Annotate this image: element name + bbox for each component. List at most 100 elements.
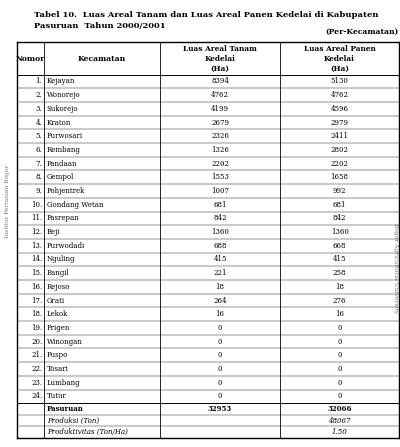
Text: 2.: 2. bbox=[36, 91, 42, 99]
Text: 258: 258 bbox=[333, 269, 346, 277]
Text: 2979: 2979 bbox=[330, 118, 348, 127]
Text: Luas Areal Panen: Luas Areal Panen bbox=[304, 45, 376, 53]
Text: 4762: 4762 bbox=[330, 91, 348, 99]
Text: Tutur: Tutur bbox=[47, 392, 67, 401]
Text: 0: 0 bbox=[337, 379, 342, 387]
Text: 415: 415 bbox=[333, 255, 346, 263]
Text: 8394: 8394 bbox=[211, 77, 229, 85]
Text: Kraton: Kraton bbox=[47, 118, 71, 127]
Text: 15.: 15. bbox=[31, 269, 42, 277]
Text: 0: 0 bbox=[218, 324, 222, 332]
Text: 48067: 48067 bbox=[328, 417, 351, 425]
Text: 23.: 23. bbox=[31, 379, 42, 387]
Text: 10.: 10. bbox=[31, 201, 42, 209]
Text: 842: 842 bbox=[333, 215, 346, 223]
Text: 0: 0 bbox=[337, 392, 342, 401]
Text: 1.: 1. bbox=[36, 77, 42, 85]
Text: 1007: 1007 bbox=[211, 187, 229, 195]
Text: Purwodadi: Purwodadi bbox=[47, 242, 85, 250]
Text: Sukorejo: Sukorejo bbox=[47, 105, 78, 113]
Text: Lekok: Lekok bbox=[47, 310, 68, 318]
Text: (Ha): (Ha) bbox=[330, 64, 349, 72]
Text: Beji: Beji bbox=[47, 228, 60, 236]
Text: 24.: 24. bbox=[31, 392, 42, 401]
Text: 4.: 4. bbox=[36, 118, 42, 127]
Text: 4762: 4762 bbox=[211, 91, 229, 99]
Text: 2202: 2202 bbox=[330, 160, 348, 168]
Text: Lumbang: Lumbang bbox=[47, 379, 80, 387]
Text: 415: 415 bbox=[213, 255, 227, 263]
Text: 18: 18 bbox=[335, 283, 344, 291]
Text: 32066: 32066 bbox=[327, 405, 352, 413]
Text: 11.: 11. bbox=[31, 215, 42, 223]
Text: 0: 0 bbox=[337, 324, 342, 332]
Text: Institut Pertanian Bogor: Institut Pertanian Bogor bbox=[5, 164, 10, 238]
Text: 5.: 5. bbox=[36, 132, 42, 140]
Text: 1658: 1658 bbox=[330, 173, 348, 181]
Text: 1360: 1360 bbox=[211, 228, 229, 236]
Text: Rejoso: Rejoso bbox=[47, 283, 70, 291]
Text: 18.: 18. bbox=[31, 310, 42, 318]
Text: 2802: 2802 bbox=[330, 146, 348, 154]
Text: 22.: 22. bbox=[31, 365, 42, 373]
Text: Kecamatan: Kecamatan bbox=[78, 55, 126, 63]
Text: Pasrepan: Pasrepan bbox=[47, 215, 80, 223]
Text: Prigen: Prigen bbox=[47, 324, 70, 332]
Text: Puspo: Puspo bbox=[47, 351, 68, 359]
Text: 20.: 20. bbox=[31, 337, 42, 346]
Text: Gempol: Gempol bbox=[47, 173, 74, 181]
Text: 7.: 7. bbox=[36, 160, 42, 168]
Text: 264: 264 bbox=[213, 296, 227, 304]
Text: 4199: 4199 bbox=[211, 105, 229, 113]
Text: Kejayan: Kejayan bbox=[47, 77, 75, 85]
Text: 13.: 13. bbox=[31, 242, 42, 250]
Text: 14.: 14. bbox=[31, 255, 42, 263]
Text: 1360: 1360 bbox=[331, 228, 348, 236]
Text: Pandaan: Pandaan bbox=[47, 160, 77, 168]
Text: 2679: 2679 bbox=[211, 118, 229, 127]
Text: 1553: 1553 bbox=[211, 173, 229, 181]
Text: Nguling: Nguling bbox=[47, 255, 75, 263]
Text: Rembang: Rembang bbox=[47, 146, 81, 154]
Text: 0: 0 bbox=[218, 392, 222, 401]
Text: 17.: 17. bbox=[31, 296, 42, 304]
Text: 0: 0 bbox=[337, 365, 342, 373]
Text: 276: 276 bbox=[333, 296, 346, 304]
Text: Bogor Agricultural University: Bogor Agricultural University bbox=[393, 223, 398, 313]
Text: 0: 0 bbox=[218, 351, 222, 359]
Text: Grati: Grati bbox=[47, 296, 65, 304]
Text: 3.: 3. bbox=[36, 105, 42, 113]
Text: Nomor: Nomor bbox=[16, 55, 45, 63]
Text: 4596: 4596 bbox=[330, 105, 348, 113]
Text: 0: 0 bbox=[218, 337, 222, 346]
Text: 0: 0 bbox=[337, 351, 342, 359]
Text: 0: 0 bbox=[337, 337, 342, 346]
Text: 16: 16 bbox=[335, 310, 344, 318]
Text: 1326: 1326 bbox=[211, 146, 229, 154]
Text: 18: 18 bbox=[216, 283, 224, 291]
Text: 9.: 9. bbox=[36, 187, 42, 195]
Text: 681: 681 bbox=[333, 201, 346, 209]
Text: Tosari: Tosari bbox=[47, 365, 69, 373]
Text: 2326: 2326 bbox=[211, 132, 229, 140]
Text: Winongan: Winongan bbox=[47, 337, 83, 346]
Text: Bangil: Bangil bbox=[47, 269, 70, 277]
Text: Luas Areal Tanam: Luas Areal Tanam bbox=[183, 45, 257, 53]
Text: 681: 681 bbox=[213, 201, 227, 209]
Text: 16.: 16. bbox=[31, 283, 42, 291]
Text: 6.: 6. bbox=[36, 146, 42, 154]
Text: 5130: 5130 bbox=[331, 77, 348, 85]
Text: 2411: 2411 bbox=[330, 132, 348, 140]
Text: Gondang Wetan: Gondang Wetan bbox=[47, 201, 103, 209]
Text: Pohjentrek: Pohjentrek bbox=[47, 187, 85, 195]
Text: 688: 688 bbox=[213, 242, 227, 250]
Text: Pasuruan: Pasuruan bbox=[47, 405, 84, 413]
Text: 668: 668 bbox=[333, 242, 346, 250]
Text: 16: 16 bbox=[216, 310, 224, 318]
Text: 12.: 12. bbox=[31, 228, 42, 236]
Text: Produktivitas (Ton/Ha): Produktivitas (Ton/Ha) bbox=[47, 428, 128, 436]
Text: Kedelai: Kedelai bbox=[324, 55, 355, 63]
Text: 1.50: 1.50 bbox=[332, 428, 348, 436]
Text: (Per-Kecamatan): (Per-Kecamatan) bbox=[325, 28, 398, 36]
Text: Tabel 10.  Luas Areal Tanam dan Luas Areal Panen Kedelai di Kabupaten: Tabel 10. Luas Areal Tanam dan Luas Area… bbox=[34, 11, 378, 19]
